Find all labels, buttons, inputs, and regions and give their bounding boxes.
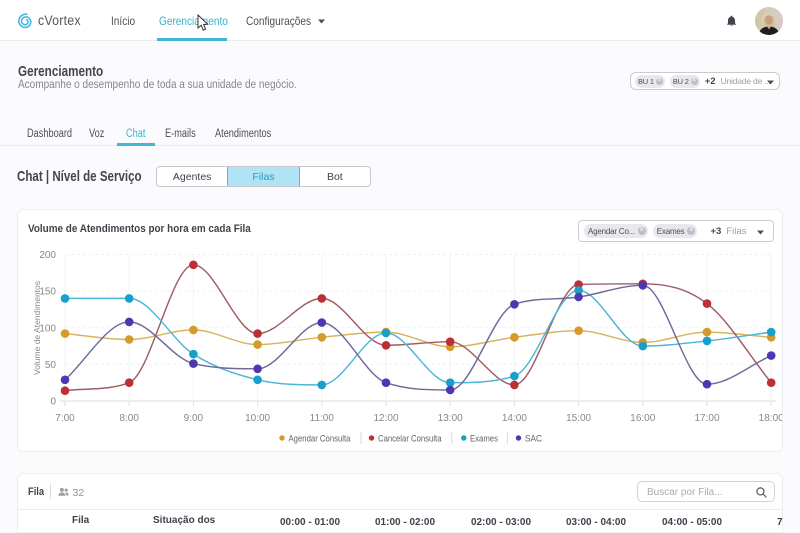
svg-text:Agendar Consulta: Agendar Consulta [289, 434, 352, 445]
svg-text:50: 50 [45, 360, 57, 371]
svg-text:7:00: 7:00 [55, 413, 75, 424]
svg-text:11:00: 11:00 [310, 413, 335, 424]
svg-text:15:00: 15:00 [566, 413, 591, 424]
svg-text:Volume de Atendimentos: Volume de Atendimentos [32, 281, 42, 375]
svg-text:100: 100 [39, 323, 56, 334]
svg-text:200: 200 [39, 250, 56, 261]
svg-text:10:00: 10:00 [245, 413, 270, 424]
svg-text:12:00: 12:00 [373, 413, 398, 424]
svg-text:0: 0 [50, 397, 56, 408]
svg-text:150: 150 [39, 287, 56, 298]
svg-text:8:00: 8:00 [119, 413, 139, 424]
svg-text:17:00: 17:00 [694, 413, 719, 424]
svg-text:Exames: Exames [470, 434, 498, 445]
svg-text:16:00: 16:00 [630, 413, 655, 424]
svg-text:14:00: 14:00 [502, 413, 527, 424]
svg-text:18:00: 18:00 [759, 413, 782, 424]
svg-text:Cancelar Consulta: Cancelar Consulta [378, 434, 442, 445]
svg-text:9:00: 9:00 [184, 413, 204, 424]
svg-text:13:00: 13:00 [438, 413, 463, 424]
svg-text:SAC: SAC [525, 434, 542, 445]
